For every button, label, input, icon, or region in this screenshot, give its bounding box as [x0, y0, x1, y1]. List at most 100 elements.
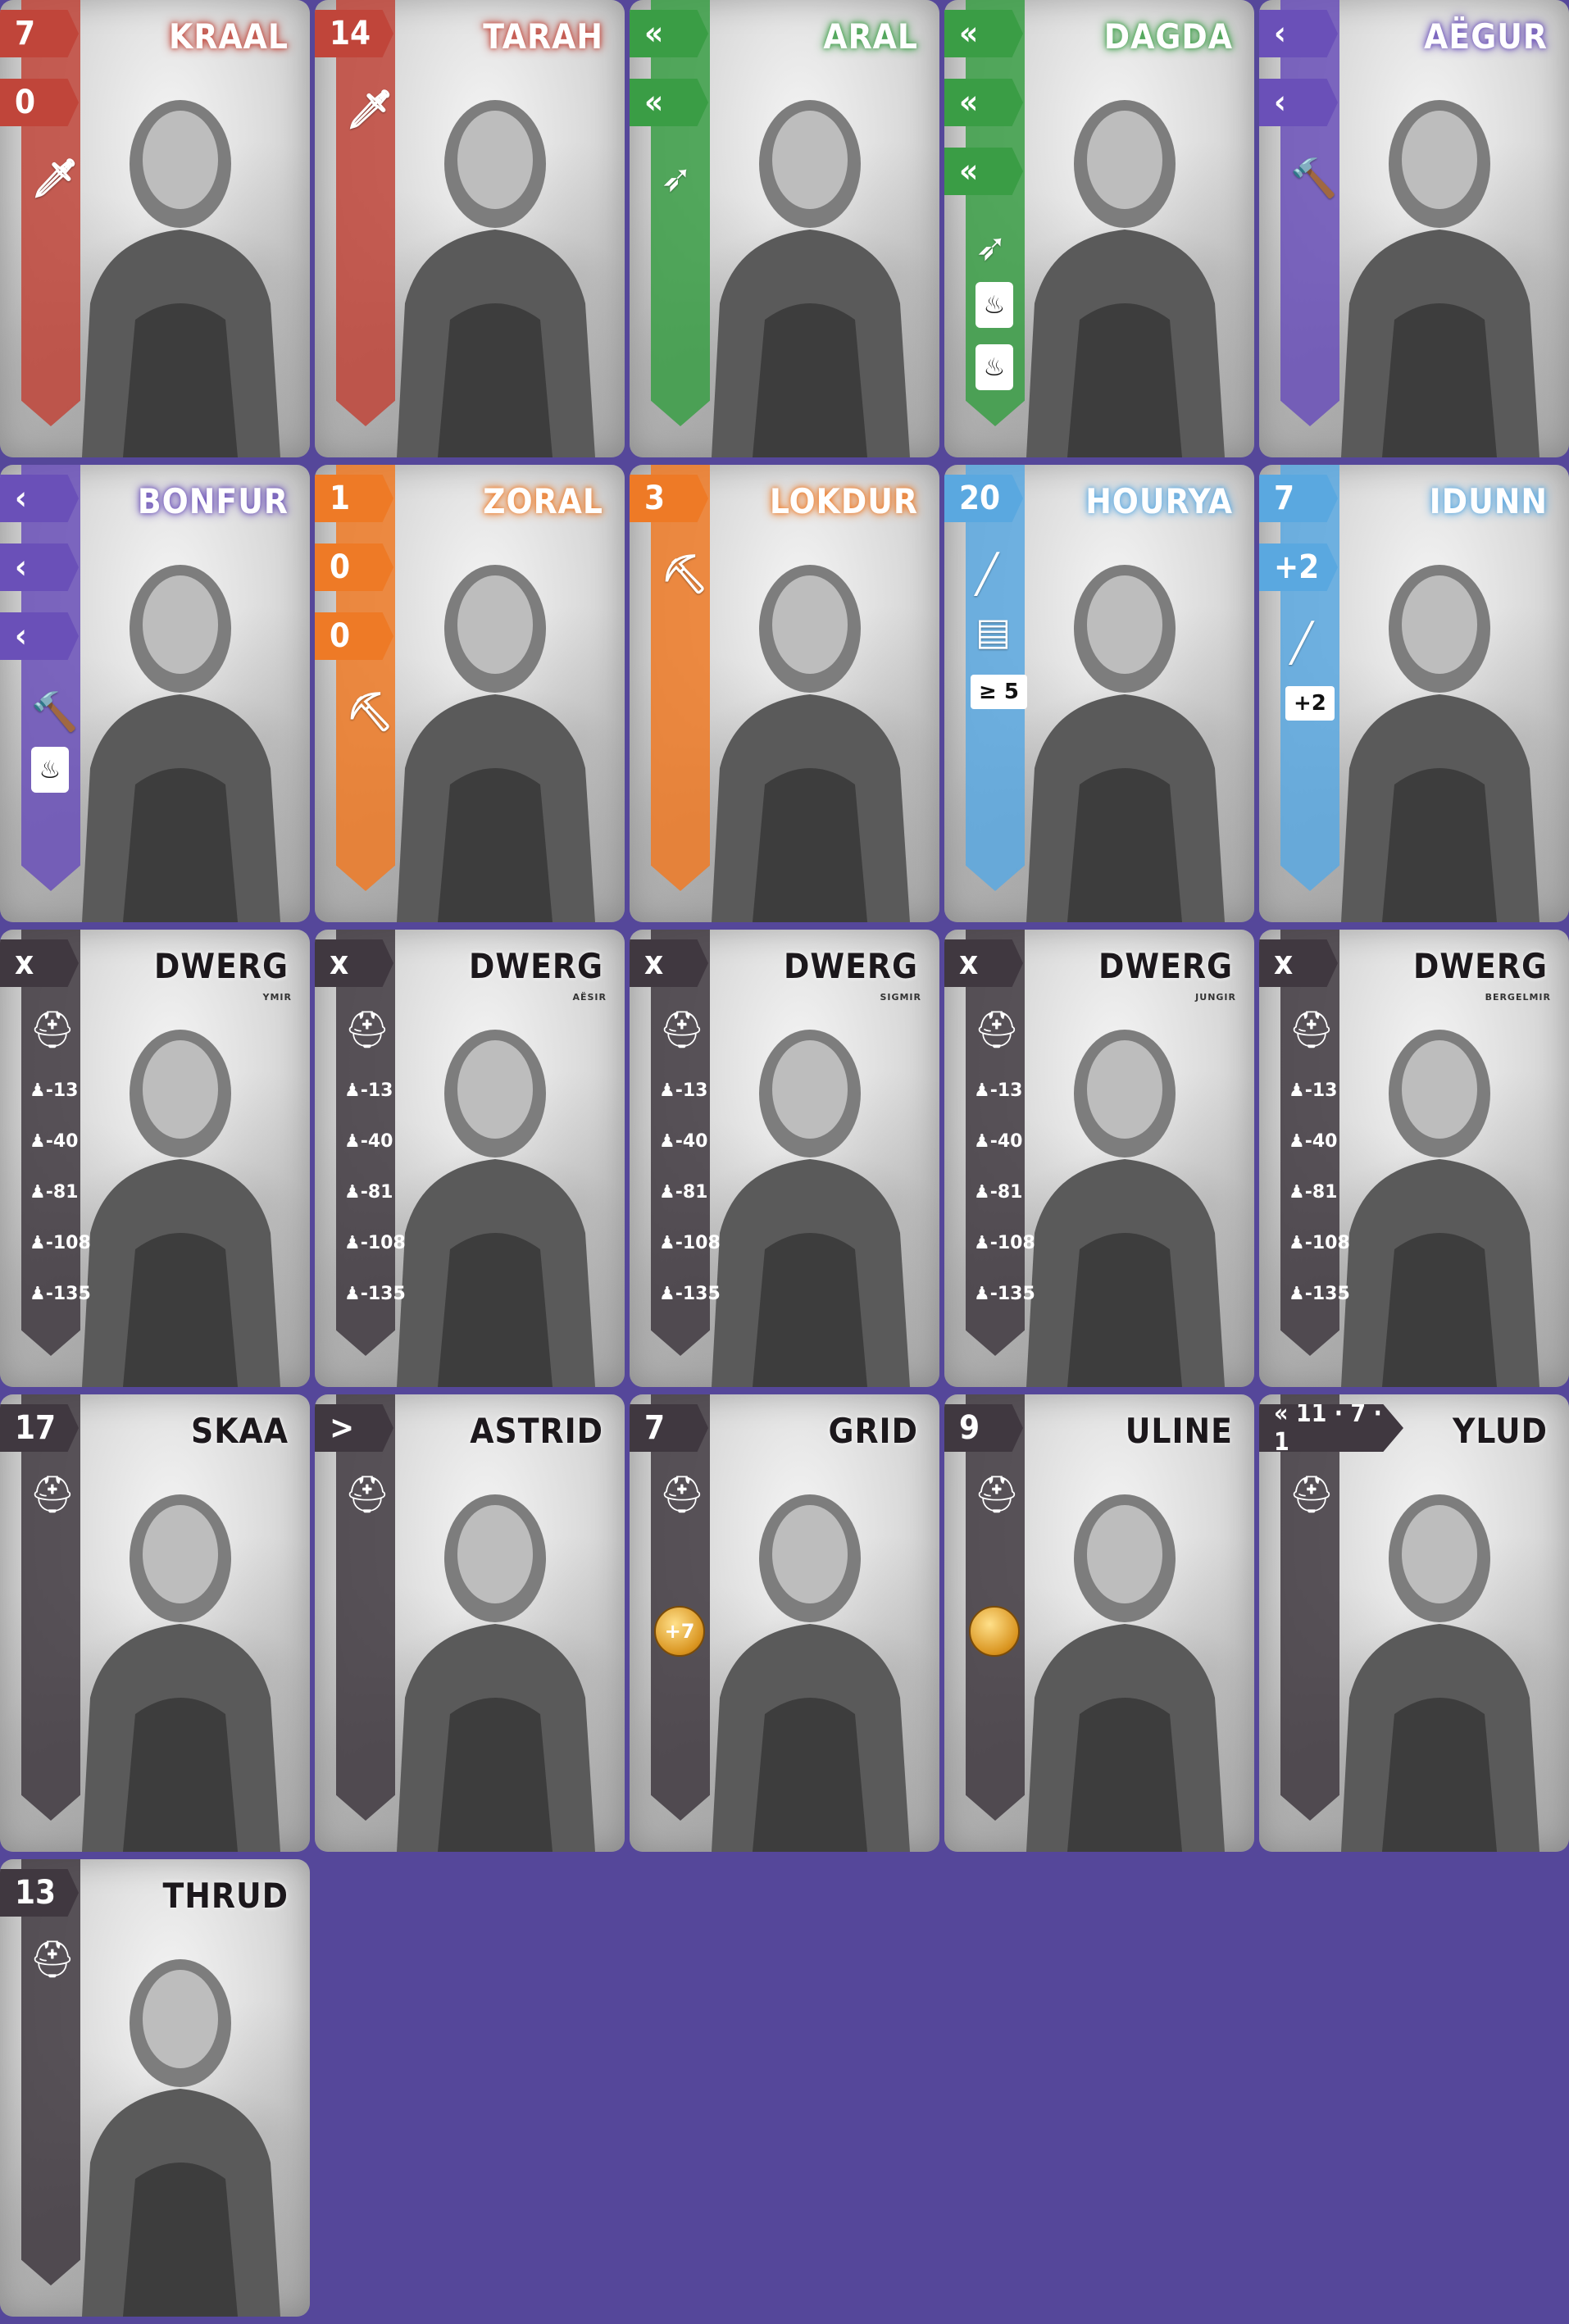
- character-card[interactable]: 7 +2 ╱ +2 IDUNN: [1259, 465, 1569, 922]
- dwarf-threshold: ♟-108: [30, 1233, 91, 1253]
- fire-icon: ♨: [976, 344, 1013, 390]
- dwarf-threshold: ♟-135: [659, 1284, 721, 1304]
- card-name: ASTRID: [470, 1411, 603, 1451]
- value-tab: «: [944, 79, 1023, 126]
- card-color-band: [651, 930, 710, 1356]
- horn-icon: ➶: [976, 225, 1007, 269]
- value-tab: 9: [944, 1404, 1023, 1452]
- quill-icon: ╱: [1290, 621, 1313, 665]
- dwarf-threshold: ♟-81: [659, 1182, 708, 1203]
- character-card[interactable]: x ⛑ ♟-13 ♟-40 ♟-81 ♟-108 ♟-135 DWERG SIGMIR: [630, 930, 939, 1387]
- dwarf-threshold: ♟-81: [30, 1182, 79, 1203]
- value-tab: ‹: [1259, 10, 1338, 57]
- dwarf-threshold: ♟-13: [344, 1080, 393, 1101]
- portrait-illustration: [372, 1452, 618, 1852]
- pickaxe-icon: ⛏: [661, 552, 709, 596]
- card-name: GRID: [828, 1411, 918, 1451]
- card-icon: ▤: [976, 609, 1012, 653]
- card-name: DWERG: [1098, 946, 1233, 986]
- portrait-illustration: [57, 522, 303, 922]
- card-subname: YMIR: [262, 992, 292, 1003]
- gold-coin-icon: [969, 1606, 1020, 1657]
- value-tab: >: [315, 1404, 393, 1452]
- portrait-illustration: [372, 987, 618, 1387]
- dwarf-threshold: ♟-135: [974, 1284, 1035, 1304]
- dwarf-threshold: ♟-135: [30, 1284, 91, 1304]
- value-tab: ‹: [1259, 79, 1338, 126]
- card-color-band: [966, 930, 1025, 1356]
- condition-text: +2: [1285, 686, 1335, 721]
- card-color-band: [21, 930, 80, 1356]
- helmet-icon: ⛑: [344, 1474, 390, 1516]
- value-tab: ‹: [0, 475, 79, 522]
- dwarf-threshold: ♟-108: [659, 1233, 721, 1253]
- card-subname: JUNGIR: [1195, 992, 1236, 1003]
- portrait-illustration: [687, 987, 933, 1387]
- portrait-illustration: [57, 1452, 303, 1852]
- helmet-icon: ⛑: [30, 1474, 75, 1516]
- value-tab: 0: [0, 79, 79, 126]
- character-card[interactable]: 9 ⛑ ULINE: [944, 1394, 1254, 1852]
- portrait-illustration: [1317, 1452, 1562, 1852]
- value-tab: x: [315, 939, 393, 987]
- value-tab: 0: [315, 612, 393, 660]
- character-card[interactable]: x ⛑ ♟-13 ♟-40 ♟-81 ♟-108 ♟-135 DWERG JUNGIR: [944, 930, 1254, 1387]
- card-color-band: [1280, 0, 1339, 426]
- portrait-illustration: [1002, 57, 1248, 457]
- card-subname: BERGELMIR: [1485, 992, 1551, 1003]
- dwarf-threshold: ♟-40: [974, 1131, 1023, 1152]
- dwarf-threshold: ♟-81: [1289, 1182, 1338, 1203]
- card-name: KRAAL: [169, 16, 289, 57]
- portrait-illustration: [57, 987, 303, 1387]
- condition-text: ≥ 5: [971, 675, 1027, 709]
- value-tab: «: [944, 10, 1023, 57]
- character-card[interactable]: « 11 · 7 · 1 ⛑ YLUD: [1259, 1394, 1569, 1852]
- character-card[interactable]: 20 ╱ ▤ ≥ 5 HOURYA: [944, 465, 1254, 922]
- helmet-icon: ⛑: [344, 1009, 390, 1051]
- character-card[interactable]: > ⛑ ASTRID: [315, 1394, 625, 1852]
- value-tab: 20: [944, 475, 1023, 522]
- helmet-icon: ⛑: [1289, 1009, 1335, 1051]
- character-card[interactable]: 1 0 0 ⛏ ZORAL: [315, 465, 625, 922]
- dwarf-threshold: ♟-40: [344, 1131, 393, 1152]
- character-card[interactable]: 17 ⛑ SKAA: [0, 1394, 310, 1852]
- portrait-illustration: [372, 57, 618, 457]
- card-color-band: [336, 0, 395, 426]
- character-card[interactable]: x ⛑ ♟-13 ♟-40 ♟-81 ♟-108 ♟-135 DWERG AËSIR: [315, 930, 625, 1387]
- character-card[interactable]: x ⛑ ♟-13 ♟-40 ♟-81 ♟-108 ♟-135 DWERG BERGELMIR: [1259, 930, 1569, 1387]
- card-color-band: [336, 1394, 395, 1821]
- hammer-icon: 🔨: [31, 689, 79, 734]
- value-tab: 7: [630, 1404, 708, 1452]
- card-name: DAGDA: [1103, 16, 1233, 57]
- card-name: ARAL: [823, 16, 918, 57]
- card-color-band: [1280, 1394, 1339, 1821]
- card-name: YLUD: [1453, 1411, 1548, 1451]
- character-card[interactable]: ‹ ‹ ‹ 🔨 ♨ BONFUR: [0, 465, 310, 922]
- portrait-illustration: [1317, 57, 1562, 457]
- dwarf-threshold: ♟-40: [30, 1131, 79, 1152]
- portrait-illustration: [1002, 522, 1248, 922]
- value-tab: «: [630, 10, 708, 57]
- character-card[interactable]: 13 ⛑ THRUD: [0, 1859, 310, 2317]
- value-tab: 7: [1259, 475, 1338, 522]
- portrait-illustration: [57, 57, 303, 457]
- portrait-illustration: [1317, 522, 1562, 922]
- character-card[interactable]: 3 ⛏ LOKDUR: [630, 465, 939, 922]
- character-card[interactable]: x ⛑ ♟-13 ♟-40 ♟-81 ♟-108 ♟-135 DWERG YMIR: [0, 930, 310, 1387]
- character-card[interactable]: 14 🗡 TARAH: [315, 0, 625, 457]
- card-name: THRUD: [162, 1876, 289, 1916]
- character-card[interactable]: 7 ⛑ +7 GRID: [630, 1394, 939, 1852]
- dwarf-threshold: ♟-40: [1289, 1131, 1338, 1152]
- character-card[interactable]: « « ➶ ARAL: [630, 0, 939, 457]
- card-color-band: [21, 1859, 80, 2285]
- character-card[interactable]: ‹ ‹ 🔨 AËGUR: [1259, 0, 1569, 457]
- character-card[interactable]: « « « ➶ ♨ ♨ DAGDA: [944, 0, 1254, 457]
- helmet-icon: ⛑: [1289, 1474, 1335, 1516]
- card-color-band: [651, 0, 710, 426]
- hammer-icon: 🔨: [1290, 156, 1338, 200]
- card-color-band: [1280, 465, 1339, 891]
- dwarf-threshold: ♟-108: [1289, 1233, 1350, 1253]
- character-card[interactable]: 7 0 🗡 KRAAL: [0, 0, 310, 457]
- value-tab: ‹: [0, 543, 79, 591]
- value-tab: 0: [315, 543, 393, 591]
